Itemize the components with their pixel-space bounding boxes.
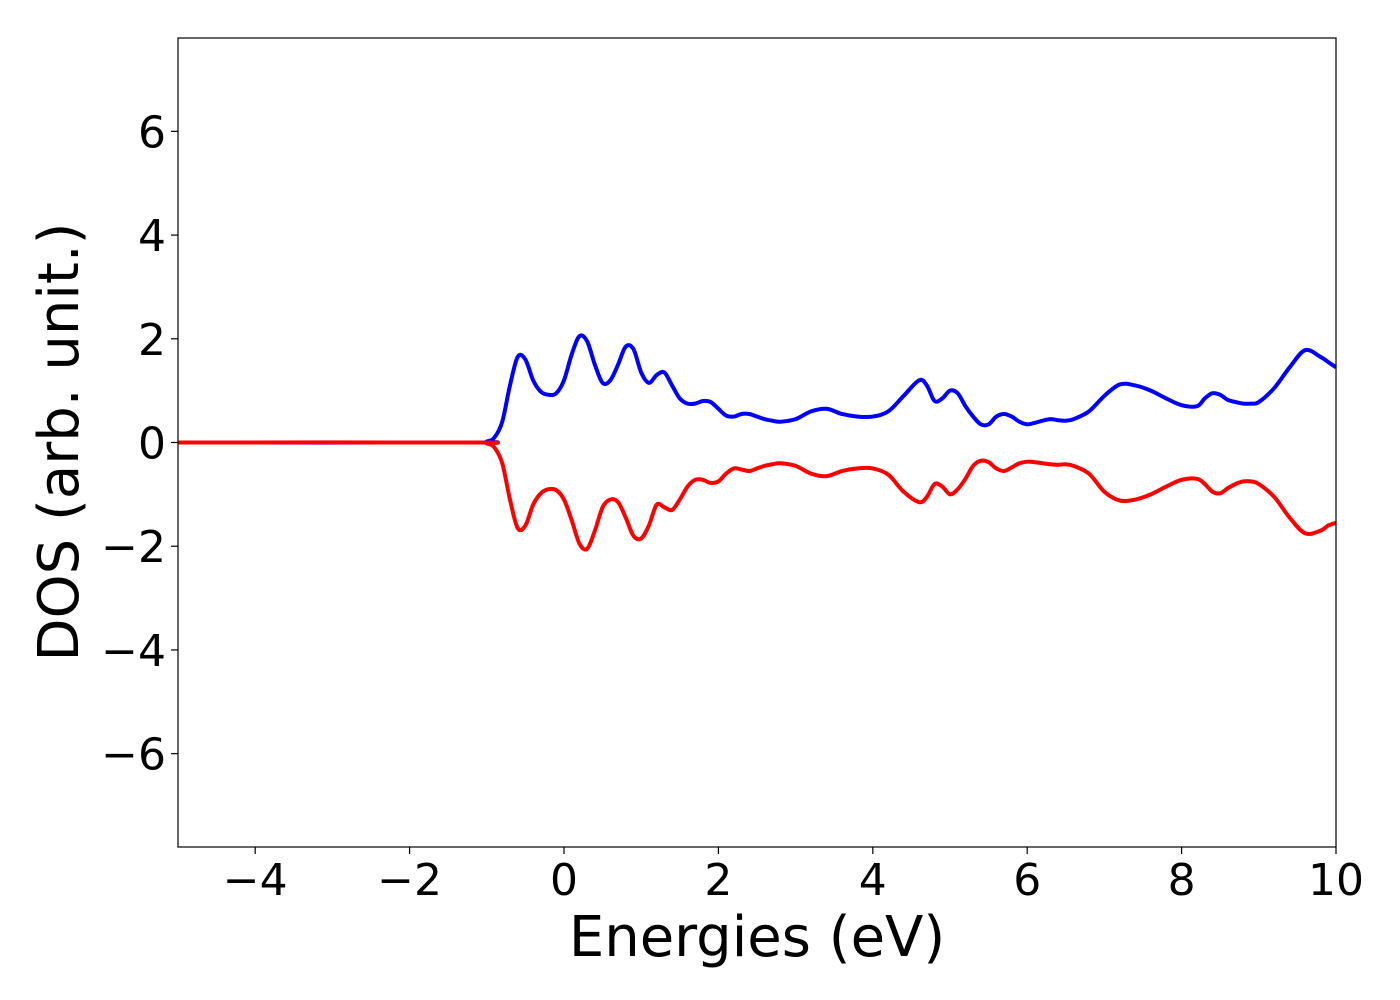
y-tick-label: −6 (101, 730, 166, 781)
series-layer (178, 333, 1336, 552)
series-line-blue (178, 333, 1336, 445)
x-axis-ticks: −4 −2 0 2 4 6 8 10 (223, 847, 1364, 906)
y-tick-label: −4 (101, 626, 166, 677)
x-tick-label: −4 (223, 855, 288, 906)
y-axis-label: DOS (arb. unit.) (27, 222, 92, 661)
y-axis-ticks: −6 −4 −2 0 2 4 6 (101, 107, 178, 781)
y-tick-label: 6 (138, 107, 166, 158)
y-tick-label: 4 (138, 211, 166, 262)
x-tick-label: 4 (859, 855, 887, 906)
x-tick-label: 6 (1013, 855, 1041, 906)
y-tick-label: 0 (138, 419, 166, 470)
x-tick-label: 0 (550, 855, 578, 906)
x-tick-label: 2 (704, 855, 732, 906)
plot-area (177, 37, 1337, 848)
series-line-red (178, 440, 1336, 552)
y-tick-label: −2 (101, 522, 166, 573)
y-tick-label: 2 (138, 315, 166, 366)
x-tick-label: 8 (1168, 855, 1196, 906)
x-axis-label: Energies (eV) (569, 905, 945, 970)
x-tick-label: 10 (1308, 855, 1364, 906)
x-tick-label: −2 (377, 855, 442, 906)
